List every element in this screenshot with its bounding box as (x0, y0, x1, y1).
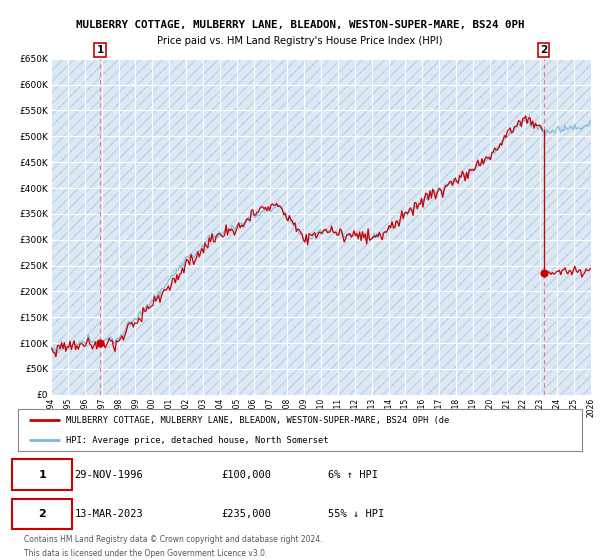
Point (539, 269, 548, 278)
Text: Price paid vs. HM Land Registry's House Price Index (HPI): Price paid vs. HM Land Registry's House … (157, 36, 443, 46)
Text: 2: 2 (540, 45, 547, 55)
Bar (51, 59, 591, 395)
Text: 2: 2 (38, 509, 46, 519)
Text: MULBERRY COTTAGE, MULBERRY LANE, BLEADON, WESTON-SUPER-MARE, BS24 0PH: MULBERRY COTTAGE, MULBERRY LANE, BLEADON… (76, 20, 524, 30)
Text: 29-NOV-1996: 29-NOV-1996 (74, 470, 143, 479)
Text: 13-MAR-2023: 13-MAR-2023 (74, 509, 143, 519)
Text: 1: 1 (38, 470, 46, 479)
Text: Contains HM Land Registry data © Crown copyright and database right 2024.: Contains HM Land Registry data © Crown c… (24, 535, 323, 544)
FancyBboxPatch shape (13, 459, 71, 490)
Text: £235,000: £235,000 (221, 509, 271, 519)
Text: MULBERRY COTTAGE, MULBERRY LANE, BLEADON, WESTON-SUPER-MARE, BS24 0PH (de: MULBERRY COTTAGE, MULBERRY LANE, BLEADON… (66, 416, 449, 424)
Text: 55% ↓ HPI: 55% ↓ HPI (328, 509, 385, 519)
FancyBboxPatch shape (13, 498, 71, 529)
Text: HPI: Average price, detached house, North Somerset: HPI: Average price, detached house, Nort… (66, 436, 328, 445)
Point (95, 339, 105, 348)
Text: This data is licensed under the Open Government Licence v3.0.: This data is licensed under the Open Gov… (24, 549, 268, 558)
Text: 1: 1 (97, 45, 104, 55)
Text: 6% ↑ HPI: 6% ↑ HPI (328, 470, 378, 479)
Text: £100,000: £100,000 (221, 470, 271, 479)
